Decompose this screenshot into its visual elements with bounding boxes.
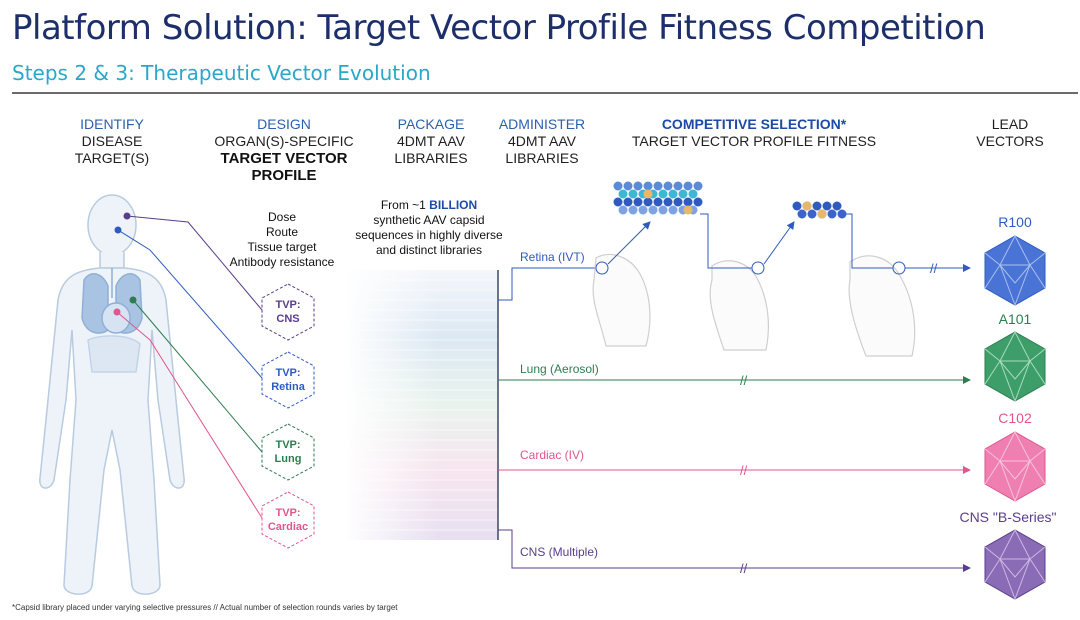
criteria-route: Route xyxy=(265,225,299,239)
svg-text://: // xyxy=(740,373,748,388)
identify-header-line2: DISEASE xyxy=(81,133,143,149)
administer-header-line3: LIBRARIES xyxy=(505,150,579,166)
tvp-lung: TVP: Lung xyxy=(262,438,314,466)
capsid-cluster-large xyxy=(613,181,703,215)
administer-header-line2: 4DMT AAV xyxy=(508,133,576,149)
svg-text://: // xyxy=(740,561,748,576)
tvp-lung-line2: Lung xyxy=(274,453,302,465)
criteria-dose: Dose xyxy=(267,210,296,224)
identify-header: IDENTIFY DISEASE TARGET(S) xyxy=(62,116,162,167)
vector-a101-label: A101 xyxy=(998,311,1032,327)
selection-rounds xyxy=(592,253,916,357)
svg-text://: // xyxy=(930,261,938,276)
tvp-cns: TVP: CNS xyxy=(262,298,314,326)
design-criteria: Dose Route Tissue target Antibody resist… xyxy=(212,210,352,270)
lead-header-line1: LEAD xyxy=(991,116,1029,132)
design-header-line3: TARGET VECTOR xyxy=(220,150,348,167)
tvp-retina-line2: Retina xyxy=(271,381,305,393)
selection-arrows: // xyxy=(595,213,971,276)
capsid-cluster-small xyxy=(792,201,847,219)
tvp-cns-line1: TVP: xyxy=(275,299,301,311)
administer-header: ADMINISTER 4DMT AAV LIBRARIES xyxy=(488,116,596,167)
library-prefix: From ~1 xyxy=(380,198,430,212)
route-cardiac-label: Cardiac (IV) xyxy=(520,448,585,462)
tvp-retina-line1: TVP: xyxy=(275,367,301,379)
identify-header-line3: TARGET(S) xyxy=(74,150,150,166)
vector-c102-label: C102 xyxy=(998,410,1032,426)
package-header-line3: LIBRARIES xyxy=(394,150,468,166)
library-line4: and distinct libraries xyxy=(375,243,483,257)
header-divider xyxy=(12,92,1078,94)
svg-text://: // xyxy=(740,463,748,478)
vector-r100-label: R100 xyxy=(998,214,1032,230)
tvp-cardiac-line2: Cardiac xyxy=(267,521,309,533)
package-header-line2: 4DMT AAV xyxy=(397,133,465,149)
tvp-cardiac-line1: TVP: xyxy=(275,507,301,519)
human-body-illustration xyxy=(39,194,185,595)
page-subtitle: Steps 2 & 3: Therapeutic Vector Evolutio… xyxy=(12,61,431,85)
library-line1: From ~1 BILLION xyxy=(338,198,520,213)
library-block xyxy=(348,270,499,540)
tvp-retina: TVP: Retina xyxy=(262,366,314,394)
selection-header-line1: COMPETITIVE SELECTION* xyxy=(661,116,847,132)
vector-a101-icon xyxy=(984,331,1046,403)
page-title: Platform Solution: Target Vector Profile… xyxy=(12,8,986,48)
criteria-tissue: Tissue target xyxy=(247,240,317,254)
lead-header: LEAD VECTORS xyxy=(960,116,1060,150)
identify-header-line1: IDENTIFY xyxy=(80,116,144,132)
design-header-line1: DESIGN xyxy=(257,116,311,132)
tvp-hexagons xyxy=(261,283,315,549)
library-highlight: BILLION xyxy=(429,198,478,212)
vector-cns-icon xyxy=(984,529,1046,601)
tvp-cardiac: TVP: Cardiac xyxy=(262,506,314,534)
library-line3: sequences in highly diverse xyxy=(355,228,503,242)
route-lung-label: Lung (Aerosol) xyxy=(520,362,599,376)
selection-header-line2: TARGET VECTOR PROFILE FITNESS xyxy=(631,133,877,149)
tvp-cns-line2: CNS xyxy=(276,313,300,325)
criteria-antibody: Antibody resistance xyxy=(229,255,335,269)
footnote: *Capsid library placed under varying sel… xyxy=(12,603,398,612)
organ-connectors xyxy=(116,215,263,519)
lead-header-line2: VECTORS xyxy=(976,133,1044,149)
design-header: DESIGN ORGAN(S)-SPECIFIC TARGET VECTOR P… xyxy=(200,116,368,184)
tvp-lung-line1: TVP: xyxy=(275,439,301,451)
route-cns-label: CNS (Multiple) xyxy=(520,545,599,559)
library-line2: synthetic AAV capsid xyxy=(373,213,485,227)
design-header-line2: ORGAN(S)-SPECIFIC xyxy=(214,133,354,149)
vector-c102-icon xyxy=(984,431,1046,503)
vector-r100-icon xyxy=(984,235,1046,307)
design-header-line4: PROFILE xyxy=(251,167,317,184)
library-description: From ~1 BILLION synthetic AAV capsid seq… xyxy=(338,198,520,258)
package-header: PACKAGE 4DMT AAV LIBRARIES xyxy=(378,116,484,167)
administer-header-line1: ADMINISTER xyxy=(498,116,586,132)
route-lines: // // // xyxy=(498,267,971,576)
route-retina-label: Retina (IVT) xyxy=(520,250,585,264)
package-header-line1: PACKAGE xyxy=(397,116,465,132)
vector-cns-label: CNS "B-Series" xyxy=(959,509,1057,525)
selection-header: COMPETITIVE SELECTION* TARGET VECTOR PRO… xyxy=(606,116,902,150)
